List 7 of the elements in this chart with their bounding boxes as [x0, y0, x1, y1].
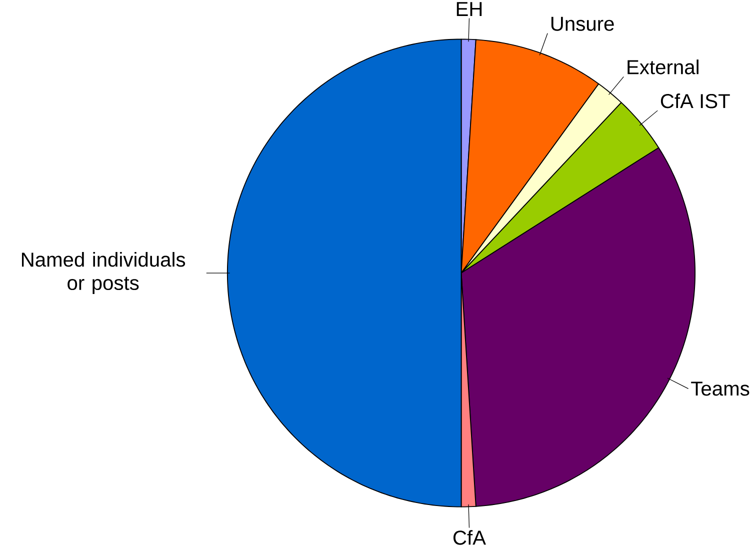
slice-label: Unsure: [551, 16, 614, 31]
slice-label: External: [628, 60, 698, 74]
slice-label: EH: [456, 2, 482, 16]
slice-label: Teams: [691, 382, 750, 396]
slice-label: CfA IST: [660, 94, 730, 108]
slice-label: Named individuals or posts: [22, 252, 186, 294]
slice-label: CfA: [453, 530, 486, 545]
